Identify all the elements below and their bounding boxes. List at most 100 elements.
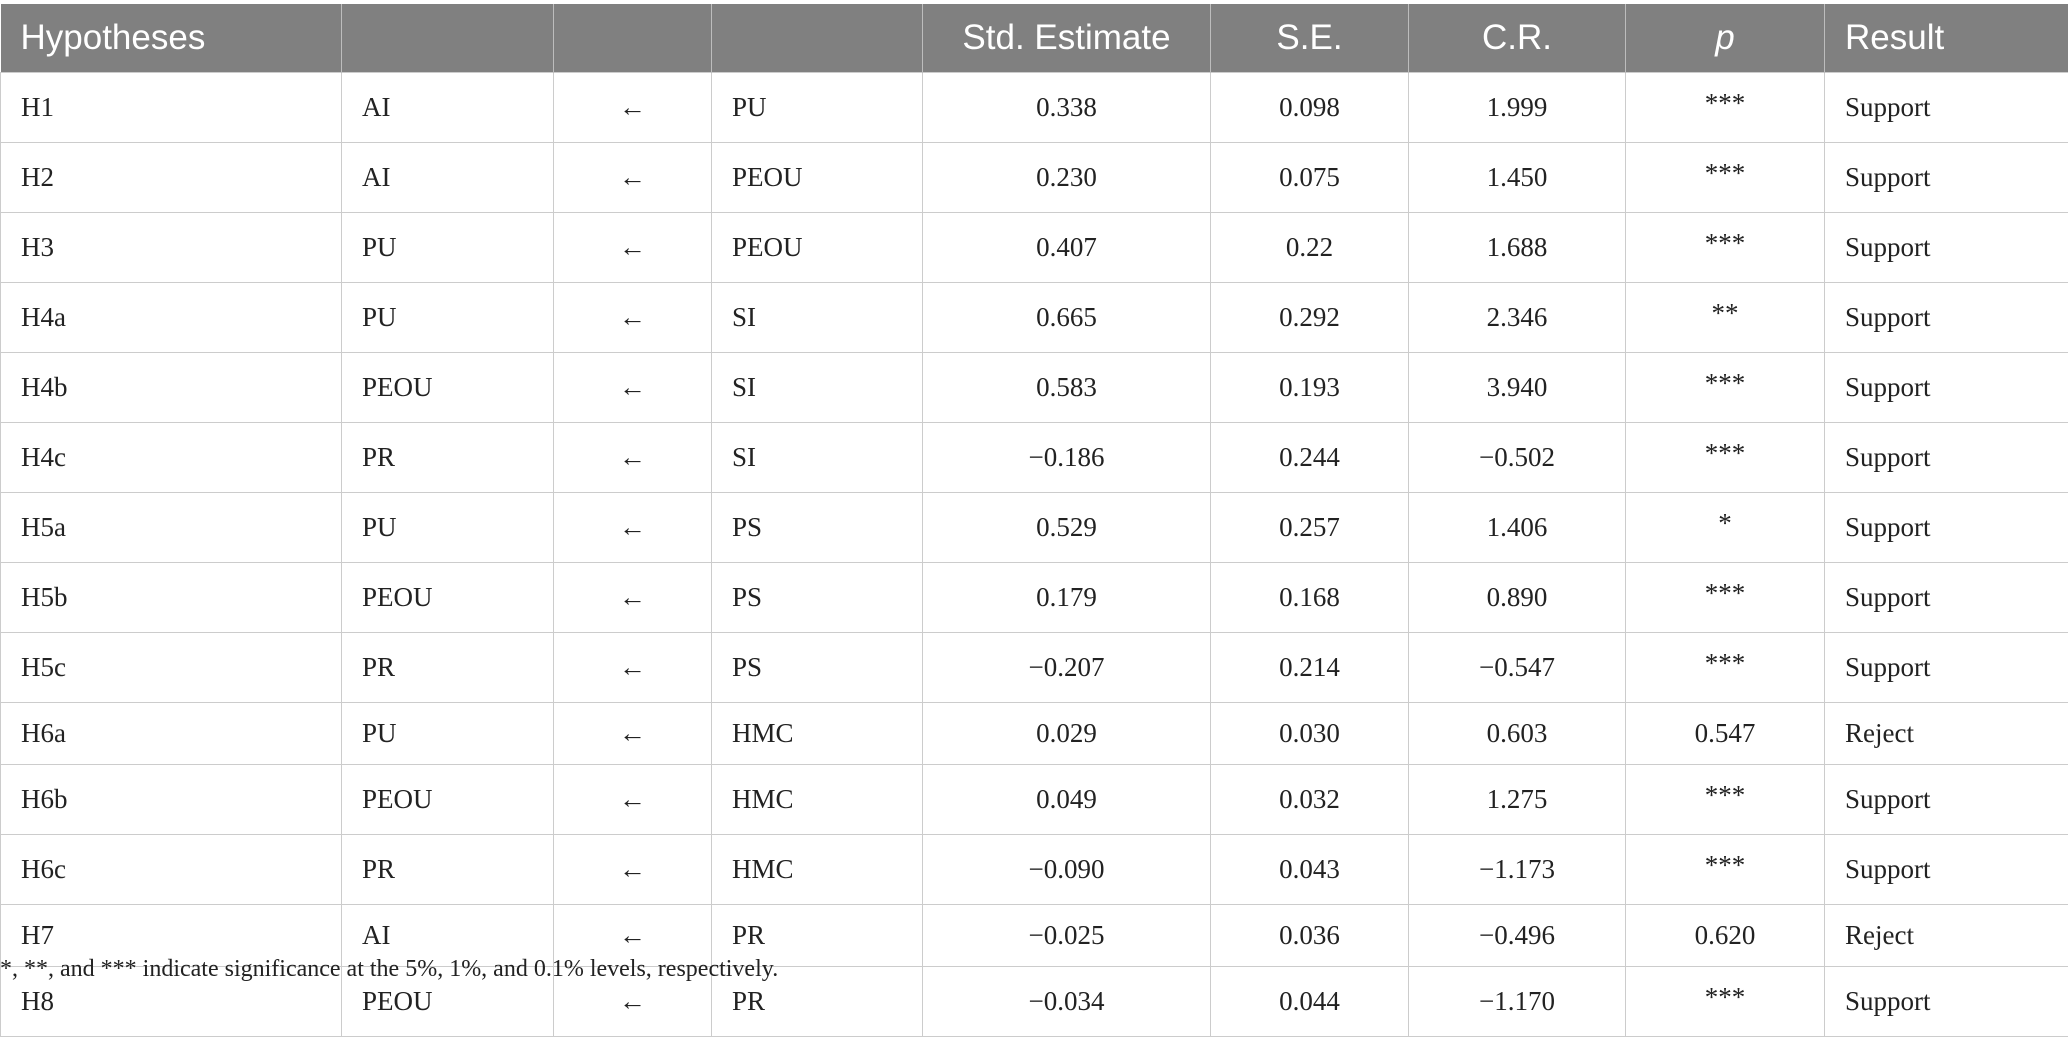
cell-result: Support	[1825, 967, 2068, 1037]
cell-independent: SI	[712, 423, 923, 493]
cell-std-estimate: 0.230	[923, 143, 1211, 213]
cell-result: Support	[1825, 493, 2068, 563]
cell-hypothesis: H6b	[1, 765, 342, 835]
cell-cr: −0.496	[1409, 905, 1626, 967]
cell-cr: −0.547	[1409, 633, 1626, 703]
cell-p: ***	[1626, 353, 1825, 423]
cell-independent: HMC	[712, 703, 923, 765]
cell-arrow: ←	[554, 73, 712, 143]
cell-cr: 1.406	[1409, 493, 1626, 563]
cell-result: Support	[1825, 73, 2068, 143]
cell-se: 0.075	[1211, 143, 1409, 213]
cell-p: ***	[1626, 563, 1825, 633]
cell-arrow: ←	[554, 353, 712, 423]
cell-se: 0.22	[1211, 213, 1409, 283]
cell-se: 0.098	[1211, 73, 1409, 143]
cell-hypothesis: H4c	[1, 423, 342, 493]
cell-p: ***	[1626, 423, 1825, 493]
cell-p: 0.620	[1626, 905, 1825, 967]
cell-dependent: PEOU	[342, 765, 554, 835]
header-blank-arrow	[554, 4, 712, 73]
cell-p: ***	[1626, 835, 1825, 905]
cell-result: Support	[1825, 765, 2068, 835]
cell-cr: 1.275	[1409, 765, 1626, 835]
cell-dependent: AI	[342, 73, 554, 143]
cell-se: 0.030	[1211, 703, 1409, 765]
cell-p: **	[1626, 283, 1825, 353]
cell-arrow: ←	[554, 835, 712, 905]
header-blank-dependent	[342, 4, 554, 73]
cell-independent: PU	[712, 73, 923, 143]
cell-p: ***	[1626, 633, 1825, 703]
cell-se: 0.214	[1211, 633, 1409, 703]
cell-dependent: AI	[342, 143, 554, 213]
cell-se: 0.292	[1211, 283, 1409, 353]
cell-p: ***	[1626, 143, 1825, 213]
cell-dependent: PU	[342, 213, 554, 283]
cell-dependent: PU	[342, 703, 554, 765]
cell-independent: SI	[712, 353, 923, 423]
table-footnote: *, **, and *** indicate significance at …	[0, 956, 778, 983]
cell-dependent: PU	[342, 493, 554, 563]
hypotheses-table-container: Hypotheses Std. Estimate S.E. C.R. p Res…	[0, 4, 2068, 1037]
cell-arrow: ←	[554, 765, 712, 835]
cell-std-estimate: 0.665	[923, 283, 1211, 353]
cell-dependent: PR	[342, 835, 554, 905]
cell-std-estimate: −0.034	[923, 967, 1211, 1037]
cell-independent: HMC	[712, 765, 923, 835]
cell-result: Support	[1825, 563, 2068, 633]
cell-independent: PS	[712, 493, 923, 563]
cell-arrow: ←	[554, 493, 712, 563]
cell-result: Reject	[1825, 703, 2068, 765]
cell-std-estimate: 0.029	[923, 703, 1211, 765]
header-se: S.E.	[1211, 4, 1409, 73]
cell-result: Support	[1825, 835, 2068, 905]
cell-result: Reject	[1825, 905, 2068, 967]
cell-result: Support	[1825, 143, 2068, 213]
cell-result: Support	[1825, 213, 2068, 283]
cell-dependent: PR	[342, 633, 554, 703]
cell-hypothesis: H1	[1, 73, 342, 143]
cell-hypothesis: H6a	[1, 703, 342, 765]
cell-arrow: ←	[554, 703, 712, 765]
cell-std-estimate: 0.049	[923, 765, 1211, 835]
cell-hypothesis: H4a	[1, 283, 342, 353]
cell-cr: −1.170	[1409, 967, 1626, 1037]
cell-dependent: PR	[342, 423, 554, 493]
cell-se: 0.044	[1211, 967, 1409, 1037]
cell-p: ***	[1626, 967, 1825, 1037]
cell-p: *	[1626, 493, 1825, 563]
cell-hypothesis: H3	[1, 213, 342, 283]
cell-p: 0.547	[1626, 703, 1825, 765]
cell-arrow: ←	[554, 143, 712, 213]
cell-p: ***	[1626, 765, 1825, 835]
cell-cr: 2.346	[1409, 283, 1626, 353]
cell-result: Support	[1825, 283, 2068, 353]
cell-std-estimate: −0.186	[923, 423, 1211, 493]
cell-hypothesis: H4b	[1, 353, 342, 423]
cell-cr: 1.688	[1409, 213, 1626, 283]
cell-cr: 1.450	[1409, 143, 1626, 213]
cell-p: ***	[1626, 213, 1825, 283]
cell-independent: SI	[712, 283, 923, 353]
cell-cr: −1.173	[1409, 835, 1626, 905]
cell-p: ***	[1626, 73, 1825, 143]
cell-std-estimate: 0.583	[923, 353, 1211, 423]
cell-se: 0.032	[1211, 765, 1409, 835]
header-cr: C.R.	[1409, 4, 1626, 73]
hypotheses-table: Hypotheses Std. Estimate S.E. C.R. p Res…	[0, 4, 2068, 1037]
cell-result: Support	[1825, 353, 2068, 423]
